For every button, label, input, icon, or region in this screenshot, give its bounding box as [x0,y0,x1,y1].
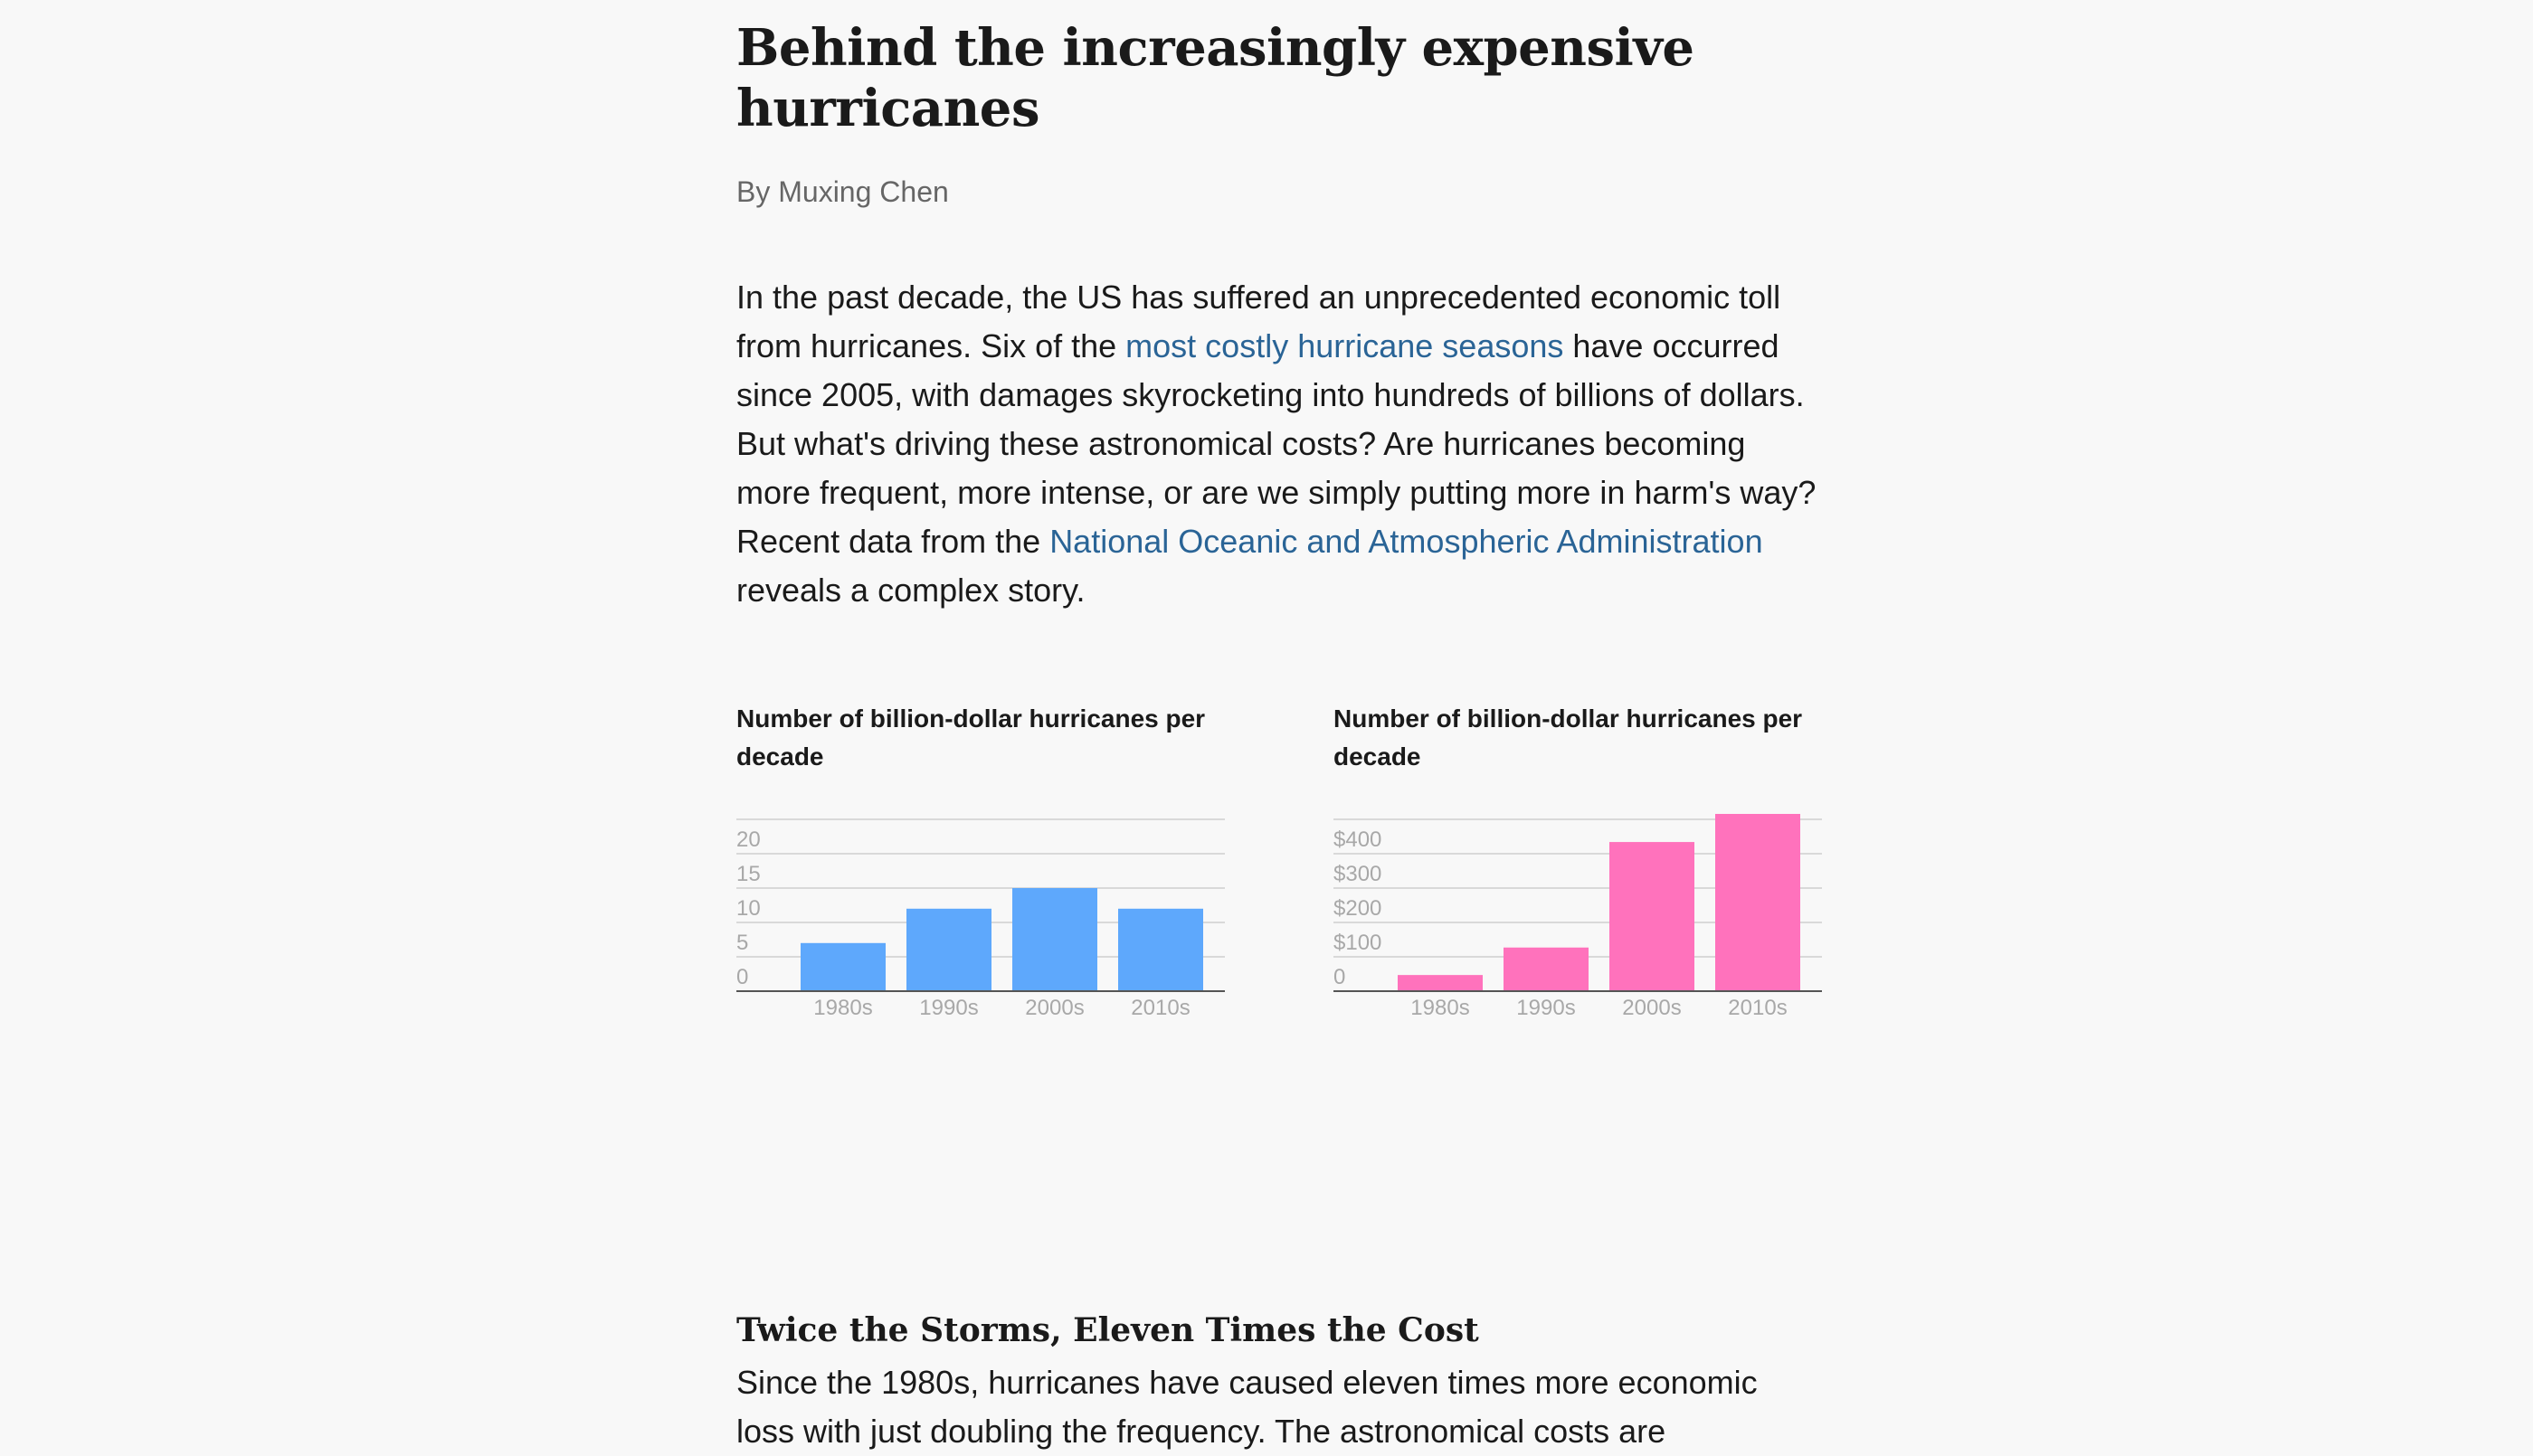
x-tick-label: 2010s [1728,996,1787,1020]
y-tick-label: 5 [736,931,748,955]
chart-hurricane-cost: Number of billion-dollar hurricanes per … [1333,700,1840,1020]
article-byline: By Muxing Chen [736,175,949,208]
bar [1715,814,1800,991]
x-tick-label: 2010s [1131,996,1190,1020]
bar [1609,842,1694,991]
article-lede: In the past decade, the US has suffered … [736,273,1822,615]
y-tick-label: 0 [1333,965,1345,989]
bar [906,908,991,991]
chart-hurricane-count: Number of billion-dollar hurricanes per … [736,700,1243,1020]
y-tick-label: $400 [1333,827,1381,852]
x-tick-label: 1980s [813,996,872,1020]
y-tick-label: $300 [1333,862,1381,886]
x-tick-label: 2000s [1622,996,1681,1020]
bar [801,942,886,991]
y-tick-label: 0 [736,965,748,989]
bar [1118,908,1203,991]
y-tick-label: 25 [736,814,761,818]
link-noaa[interactable]: National Oceanic and Atmospheric Adminis… [1049,523,1763,560]
bar-chart-count: 0 5 10 15 20 25 1980s 1990s 2000s 2010s [736,814,1225,1020]
y-tick-label: 20 [736,827,761,852]
bar [1012,888,1097,991]
lede-text-1: In the past decade, the US has suffered … [736,279,1781,364]
x-tick-label: 1980s [1410,996,1469,1020]
y-tick-label: $200 [1333,896,1381,921]
x-tick-label: 2000s [1025,996,1084,1020]
x-tick-label: 1990s [919,996,978,1020]
chart-title: Number of billion-dollar hurricanes per … [1333,704,1803,771]
y-tick-label: $500 billion [1333,814,1443,818]
section-heading: Twice the Storms, Eleven Times the Cost [736,1311,1479,1349]
y-tick-label: 15 [736,862,761,886]
bar [1504,947,1589,991]
article-headline: Behind the increasingly expensive hurric… [736,18,1694,138]
x-tick-label: 1990s [1516,996,1575,1020]
link-costly-hurricane-seasons[interactable]: most costly hurricane seasons [1125,327,1564,364]
section-body: Since the 1980s, hurricanes have caused … [736,1364,1758,1450]
y-tick-label: $100 [1333,931,1381,955]
bar-chart-cost: 0 $100 $200 $300 $400 $500 billion 1980s 1990s 2… [1333,814,1822,1020]
lede-text-2: have occurred since 2005, with damages s… [736,327,1817,560]
y-tick-label: 10 [736,896,761,921]
chart-title: Number of billion-dollar hurricanes per … [736,704,1206,771]
bar [1398,975,1483,991]
lede-text-3: reveals a complex story. [736,572,1086,609]
